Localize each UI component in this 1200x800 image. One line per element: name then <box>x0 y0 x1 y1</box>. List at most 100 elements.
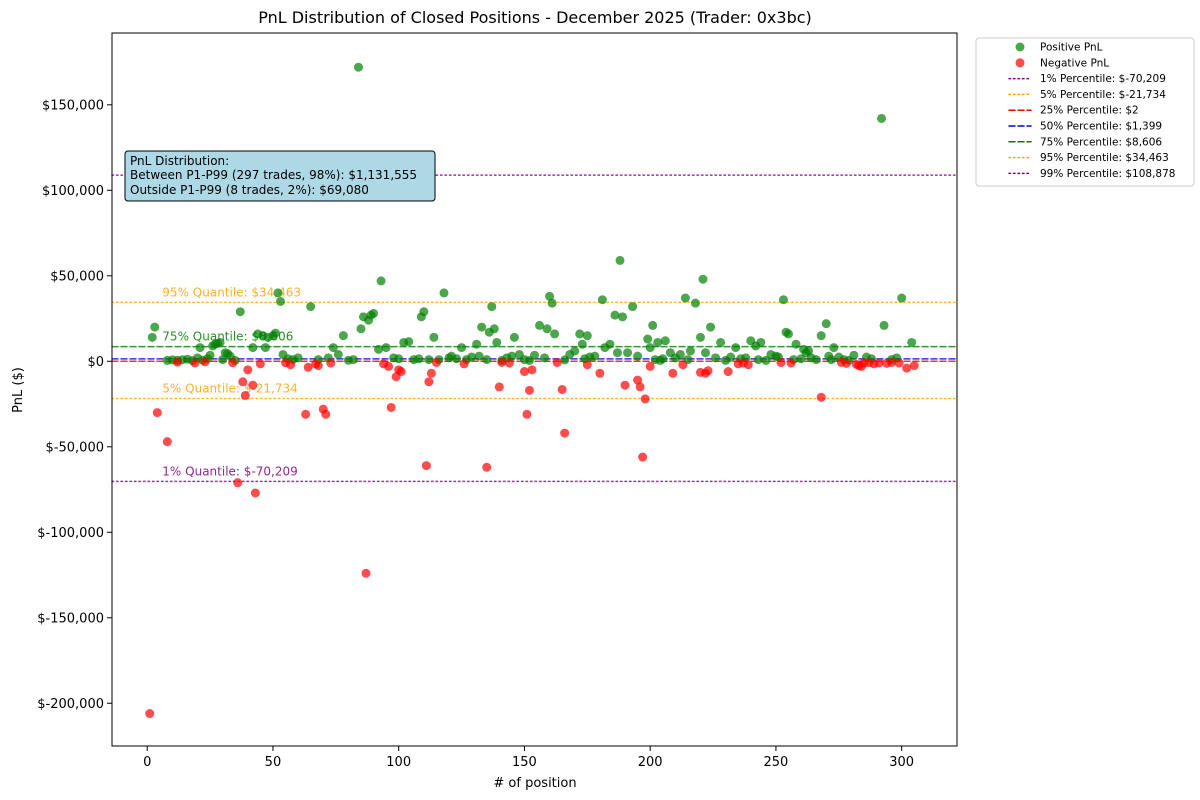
positive-pnl-point <box>333 349 343 359</box>
positive-pnl-point <box>726 352 736 362</box>
legend-entry: 1% Percentile: $-70,209 <box>1040 73 1166 85</box>
negative-pnl-point <box>286 360 296 370</box>
positive-pnl-point <box>575 329 585 339</box>
negative-pnl-point <box>635 382 645 392</box>
negative-pnl-point <box>494 382 504 392</box>
positive-pnl-point <box>414 354 424 364</box>
positive-pnl-point <box>374 344 384 354</box>
x-tick-label: 150 <box>512 755 537 770</box>
y-tick-label: $-200,000 <box>37 697 104 712</box>
negative-pnl-point <box>497 357 507 367</box>
negative-pnl-point <box>902 363 912 373</box>
positive-pnl-point <box>235 307 245 317</box>
positive-pnl-point <box>424 355 434 365</box>
positive-pnl-point <box>381 343 391 353</box>
positive-pnl-point <box>328 343 338 353</box>
negative-pnl-point <box>482 462 492 472</box>
negative-pnl-point <box>459 359 469 369</box>
legend-entry: 75% Percentile: $8,606 <box>1040 136 1162 148</box>
legend: Positive PnL Negative PnL 1% Percentile: $… <box>975 37 1195 187</box>
positive-pnl-point <box>452 354 462 364</box>
negative-pnl-point <box>384 361 394 371</box>
positive-pnl-point <box>150 322 160 332</box>
positive-pnl-point <box>615 255 625 265</box>
legend-entry: 25% Percentile: $2 <box>1040 105 1139 117</box>
negative-pnl-point <box>228 358 238 368</box>
negative-pnl-point <box>776 357 786 367</box>
y-axis-label: PnL ($) <box>11 367 26 413</box>
pnl-distribution-box: PnL Distribution: Between P1-P99 (297 tr… <box>124 150 436 202</box>
quantile-label: 1% Quantile: $-70,209 <box>162 464 297 478</box>
legend-entry: 99% Percentile: $108,878 <box>1040 168 1175 180</box>
positive-pnl-point <box>218 355 228 365</box>
negative-pnl-point <box>874 358 884 368</box>
positive-pnl-point <box>680 293 690 303</box>
negative-pnl-point <box>560 428 570 438</box>
negative-pnl-point <box>240 390 250 400</box>
x-axis-label: # of position <box>493 776 576 791</box>
positive-pnl-point <box>492 337 502 347</box>
positive-pnl-point <box>530 350 539 360</box>
negative-pnl-point <box>238 377 248 387</box>
positive-pnl-point <box>489 324 499 334</box>
negative-pnl-point <box>703 366 713 376</box>
positive-pnl-point <box>248 343 258 353</box>
positive-pnl-point <box>658 354 668 364</box>
negative-pnl-point <box>723 367 733 377</box>
negative-pnl-point <box>743 360 753 370</box>
positive-pnl-point <box>429 332 439 342</box>
negative-pnl-point <box>519 367 529 377</box>
negative-pnl-point <box>786 358 796 368</box>
positive-pnl-point <box>487 302 497 312</box>
negative-pnl-point <box>431 357 441 367</box>
legend-frame <box>975 37 1195 187</box>
negative-pnl-point <box>321 409 331 419</box>
positive-pnl-point <box>698 274 708 284</box>
positive-pnl-point <box>623 348 633 358</box>
positive-pnl-point <box>404 337 414 347</box>
positive-pnl-point <box>419 307 429 317</box>
positive-pnl-point <box>605 339 615 349</box>
x-tick-label: 200 <box>638 755 663 770</box>
legend-entry: 95% Percentile: $34,463 <box>1040 152 1169 164</box>
negative-pnl-point <box>424 377 434 387</box>
negative-pnl-point <box>326 358 336 368</box>
positive-pnl-point <box>306 302 316 312</box>
y-tick-label: $100,000 <box>42 184 104 199</box>
positive-pnl-point <box>356 324 366 334</box>
annotation-line-2: Between P1-P99 (297 trades, 98%): $1,131… <box>130 168 417 182</box>
negative-pnl-point <box>250 488 260 498</box>
positive-pnl-point <box>260 343 270 353</box>
positive-pnl-point <box>628 302 638 312</box>
positive-pnl-point <box>826 355 836 365</box>
negative-pnl-point <box>152 408 162 418</box>
positive-pnl-point <box>879 320 889 330</box>
x-tick-label: 0 <box>143 755 151 770</box>
negative-pnl-point <box>361 568 371 578</box>
legend-entry: Negative PnL <box>1040 57 1109 69</box>
negative-pnl-point <box>386 402 396 412</box>
x-tick-label: 100 <box>386 755 411 770</box>
positive-pnl-point <box>545 291 555 301</box>
positive-pnl-point <box>597 295 607 305</box>
quantile-label: 5% Quantile: $-21,734 <box>162 381 297 395</box>
y-tick-label: $0 <box>87 355 104 370</box>
positive-pnl-point <box>660 336 670 346</box>
positive-pnl-point <box>542 324 552 334</box>
y-tick-label: $50,000 <box>50 269 104 284</box>
chart-title: PnL Distribution of Closed Positions - D… <box>258 8 812 27</box>
positive-pnl-point <box>547 298 557 308</box>
positive-pnl-point <box>761 355 771 365</box>
positive-pnl-point <box>643 334 653 344</box>
positive-pnl-point <box>467 352 477 362</box>
positive-pnl-point <box>706 322 716 332</box>
positive-pnl-point <box>701 348 711 358</box>
negative-pnl-point <box>816 392 826 402</box>
negative-pnl-point <box>243 365 253 375</box>
positive-pnl-point <box>731 343 741 353</box>
legend-entry: Positive PnL <box>1040 42 1103 54</box>
positive-pnl-point <box>509 332 519 342</box>
legend-marker <box>1015 58 1025 68</box>
positive-pnl-point <box>477 322 487 332</box>
negative-pnl-point <box>255 359 265 369</box>
